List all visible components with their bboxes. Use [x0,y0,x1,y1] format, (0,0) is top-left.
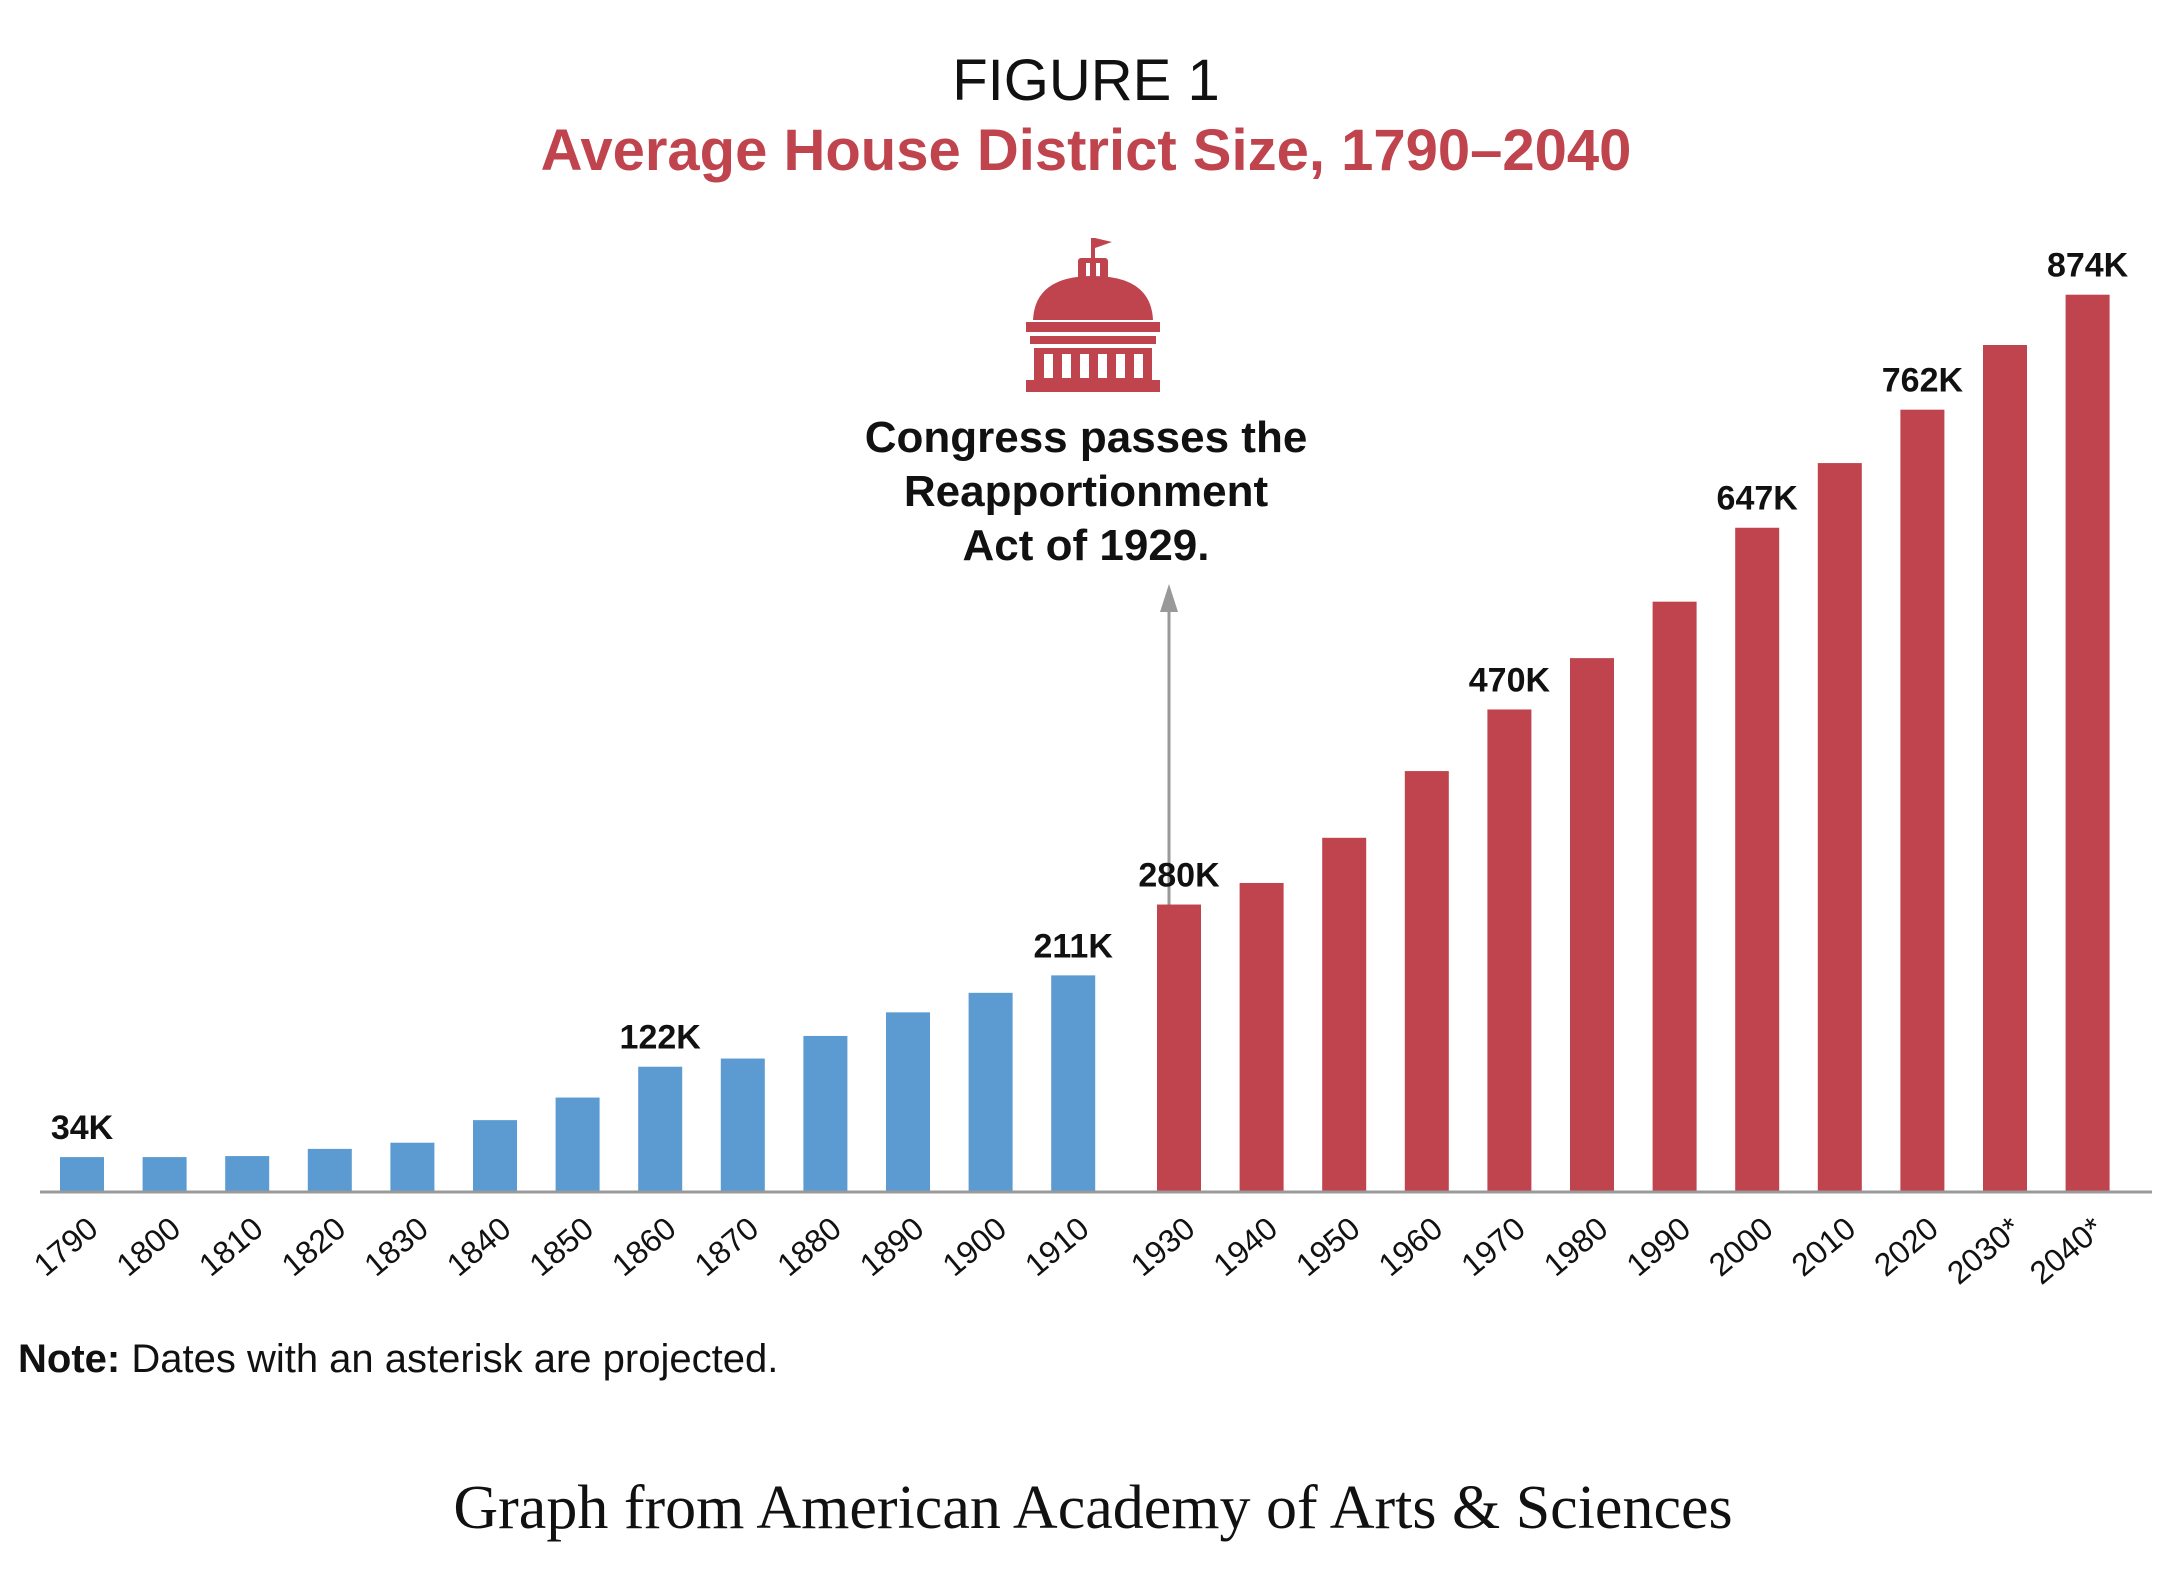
bar-1820 [307,1148,352,1192]
bar-1900 [968,992,1013,1192]
bar-1990 [1652,601,1697,1192]
bar-1960 [1404,771,1449,1192]
x-tick-1850: 1850 [522,1210,600,1283]
bar-1830 [390,1142,435,1192]
x-tick-1980: 1980 [1537,1210,1615,1283]
x-tick-1960: 1960 [1372,1210,1450,1283]
x-tick-1830: 1830 [357,1210,435,1283]
bar-1850 [555,1097,600,1192]
x-tick-1890: 1890 [853,1210,931,1283]
x-tick-2020: 2020 [1867,1210,1945,1283]
x-tick-1790: 1790 [27,1210,105,1283]
annotation-line-1: Congress passes the [865,413,1308,462]
bar-1890 [886,1012,930,1192]
capitol-dome-icon [1026,238,1160,392]
bar-2010 [1817,463,1862,1193]
bar-1800 [142,1157,187,1192]
bar-1880 [803,1035,848,1192]
bar-1840 [473,1120,517,1192]
data-label-1860: 122K [620,1019,702,1057]
bar-series [60,294,2110,1193]
bar-1950 [1322,837,1367,1192]
x-tick-1860: 1860 [605,1210,683,1283]
x-tick-1910: 1910 [1018,1210,1096,1283]
x-tick-labels: 1790 1800 1810 1820 1830 1840 1850 1860 1870 1880… [27,1210,2110,1291]
x-tick-2030-projected: 2030* [1940,1210,2027,1291]
data-label-1970: 470K [1469,661,1551,699]
x-tick-1880: 1880 [770,1210,848,1283]
x-tick-1810: 1810 [192,1210,270,1283]
x-tick-1840: 1840 [440,1210,518,1283]
x-tick-1900: 1900 [935,1210,1013,1283]
bar-2020 [1900,409,1945,1192]
bar-1910 [1051,975,1096,1192]
data-label-2000: 647K [1717,480,1799,518]
x-tick-1990: 1990 [1619,1210,1697,1283]
data-label-2040-projected: 874K [2047,247,2129,285]
bar-2000 [1735,527,1780,1192]
annotation-line-2: Reapportionment [904,467,1269,516]
data-label-1930: 280K [1138,857,1220,895]
x-tick-1800: 1800 [109,1210,187,1283]
x-tick-2040-projected: 2040* [2023,1210,2110,1291]
figure-label: FIGURE 1 [952,48,1220,113]
x-tick-1820: 1820 [275,1210,353,1283]
bar-1930 [1157,904,1201,1192]
bar-1790 [60,1157,104,1192]
bar-1860 [638,1066,683,1192]
data-labels: 34K 122K 211K 280K 470K 647K 762K 874K [51,247,2129,1147]
x-tick-1930: 1930 [1124,1210,1202,1283]
data-label-2020: 762K [1882,362,1964,400]
x-tick-1950: 1950 [1289,1210,1367,1283]
bar-2040-projected [2065,294,2110,1192]
bar-1870 [720,1058,765,1192]
chart-title: Average House District Size, 1790–2040 [541,118,1632,183]
x-tick-1870: 1870 [688,1210,766,1283]
x-tick-1940: 1940 [1206,1210,1284,1283]
data-label-1790: 34K [51,1109,114,1147]
x-tick-1970: 1970 [1454,1210,1532,1283]
note-text: Dates with an asterisk are projected. [120,1337,778,1381]
note: Note: Dates with an asterisk are project… [18,1337,778,1381]
x-tick-2000: 2000 [1702,1210,1780,1283]
annotation-arrow-head [1160,584,1178,612]
x-tick-2010: 2010 [1785,1210,1863,1283]
bar-1940 [1239,882,1284,1192]
note-prefix: Note: [18,1337,120,1381]
bar-2030-projected [1983,345,2027,1192]
source-caption: Graph from American Academy of Arts & Sc… [453,1474,1732,1542]
bar-1980 [1570,658,1614,1192]
annotation-line-3: Act of 1929. [963,521,1210,570]
data-label-1910: 211K [1033,927,1113,965]
bar-1970 [1487,709,1532,1192]
bar-1810 [225,1156,270,1192]
